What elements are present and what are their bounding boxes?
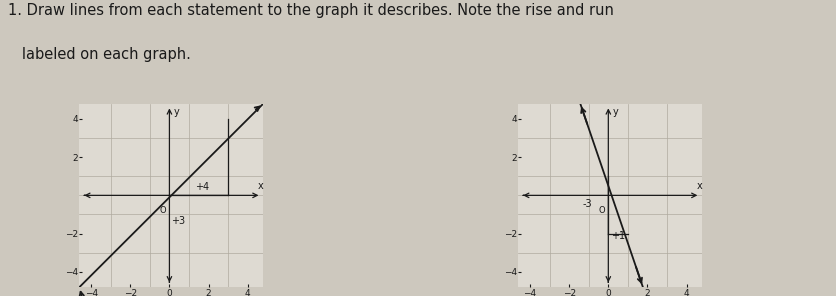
Text: +3: +3 xyxy=(171,216,186,226)
Text: x: x xyxy=(257,181,263,191)
Text: x: x xyxy=(696,181,702,191)
Text: +1: +1 xyxy=(611,231,625,241)
Text: y: y xyxy=(173,107,179,118)
Text: labeled on each graph.: labeled on each graph. xyxy=(8,47,191,62)
Text: +4: +4 xyxy=(195,181,209,192)
Text: 1. Draw lines from each statement to the graph it describes. Note the rise and r: 1. Draw lines from each statement to the… xyxy=(8,3,614,18)
Text: -3: -3 xyxy=(583,199,593,209)
Text: O: O xyxy=(160,206,166,215)
Text: O: O xyxy=(599,206,605,215)
Text: y: y xyxy=(612,107,618,118)
